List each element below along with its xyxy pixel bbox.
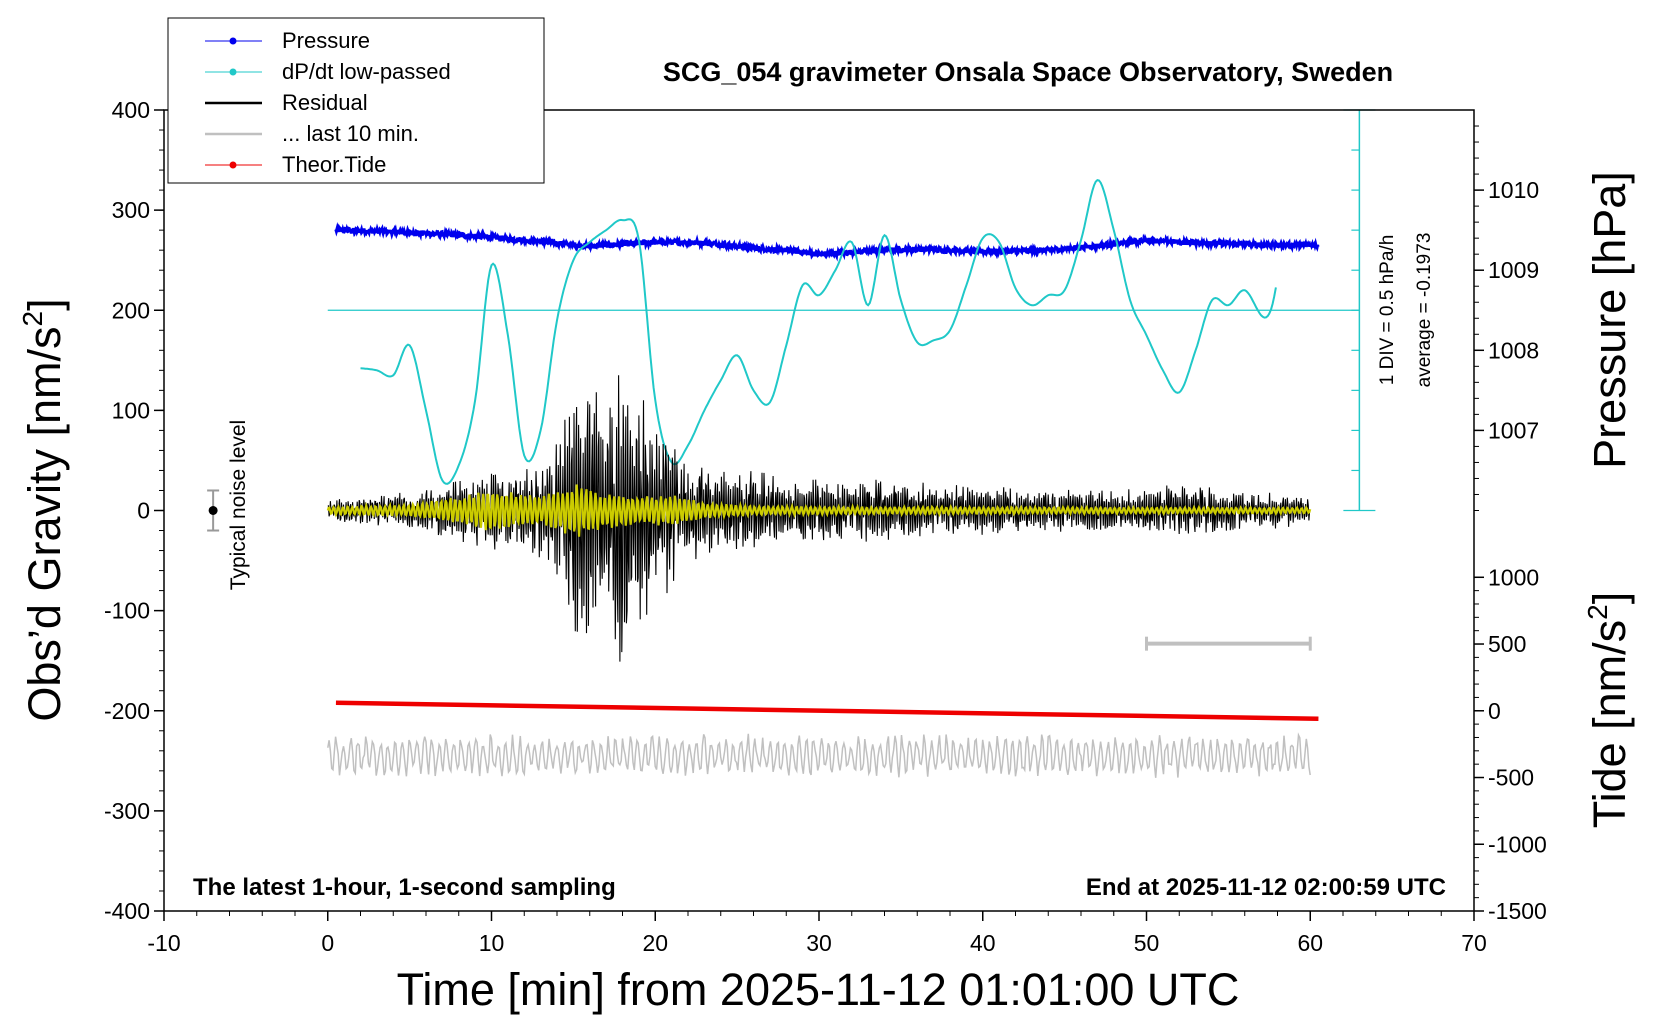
pressure-tick-label: 1009 [1488,257,1539,283]
tide-tick-label: 1000 [1488,564,1539,590]
subtitle-left: The latest 1-hour, 1-second sampling [193,874,616,901]
axis-layer: -10 0 10 20 30 40 50 60 704003002001000-100-200-… [104,97,1547,956]
y-axis-label-pressure: Pressure [hPa] [1584,171,1635,469]
y-axis-label-left: Obs’d Gravity [nm/s2] [17,298,70,721]
pressure-tick-label: 1008 [1488,337,1539,363]
y-tick-label: -200 [104,698,150,724]
series-last-10-min [327,732,1311,778]
y-tick-label: -400 [104,898,150,924]
tide-tick-label: -1000 [1488,831,1547,857]
tide-tick-label: -1500 [1488,898,1547,924]
y-tick-label: 0 [137,498,150,524]
series-dpdt [360,178,1277,485]
series-layer [207,109,1376,778]
y-tick-label: 100 [112,397,150,423]
x-tick-label: 30 [806,930,832,956]
series-theor-tide [335,700,1319,722]
series-residual-lowpass [326,484,1312,537]
legend-box [167,17,545,184]
legend: Pressure dP/dt low-passed Residual ... last… [167,17,545,184]
noise-point [208,506,218,515]
legend-label: dP/dt low-passed [282,59,451,84]
legend-label: Pressure [282,28,370,53]
y-tick-label: -100 [104,598,150,624]
series-residual [327,375,1311,662]
y-tick-label: 200 [112,297,150,323]
pressure-tick-label: 1007 [1488,417,1539,443]
y-axis-label-tide: Tide [nm/s2] [1582,592,1635,828]
y-tick-label: -300 [104,798,150,824]
legend-marker [229,68,237,76]
x-tick-label: 40 [970,930,996,956]
legend-marker [229,161,237,169]
legend-marker [229,37,237,45]
series-pressure [334,222,1320,262]
x-tick-label: 10 [479,930,505,956]
legend-label: Theor.Tide [282,152,386,177]
tide-tick-label: 500 [1488,631,1526,657]
x-tick-label: 50 [1134,930,1160,956]
tide-tick-label: -500 [1488,765,1534,791]
subtitle-right: End at 2025-11-12 02:00:59 UTC [1086,874,1446,901]
x-tick-label: 0 [321,930,334,956]
x-axis-label: Time [min] from 2025-11-12 01:01:00 UTC [397,964,1240,1015]
dpdt-average-label: average = -0.1973 [1414,233,1435,388]
pressure-tick-label: 1010 [1488,177,1539,203]
x-tick-label: 60 [1297,930,1323,956]
tide-tick-label: 0 [1488,698,1501,724]
x-tick-label: -10 [147,930,180,956]
y-tick-label: 300 [112,197,150,223]
noise-level-label: Typical noise level [227,420,250,590]
dpdt-scale-label: 1 DIV = 0.5 hPa/h [1377,235,1398,386]
legend-label: Residual [282,90,368,115]
x-tick-label: 20 [642,930,668,956]
legend-label: ... last 10 min. [282,121,419,146]
chart-title: SCG_054 gravimeter Onsala Space Observat… [663,57,1393,87]
y-tick-label: 400 [112,97,150,123]
x-tick-label: 70 [1461,930,1487,956]
